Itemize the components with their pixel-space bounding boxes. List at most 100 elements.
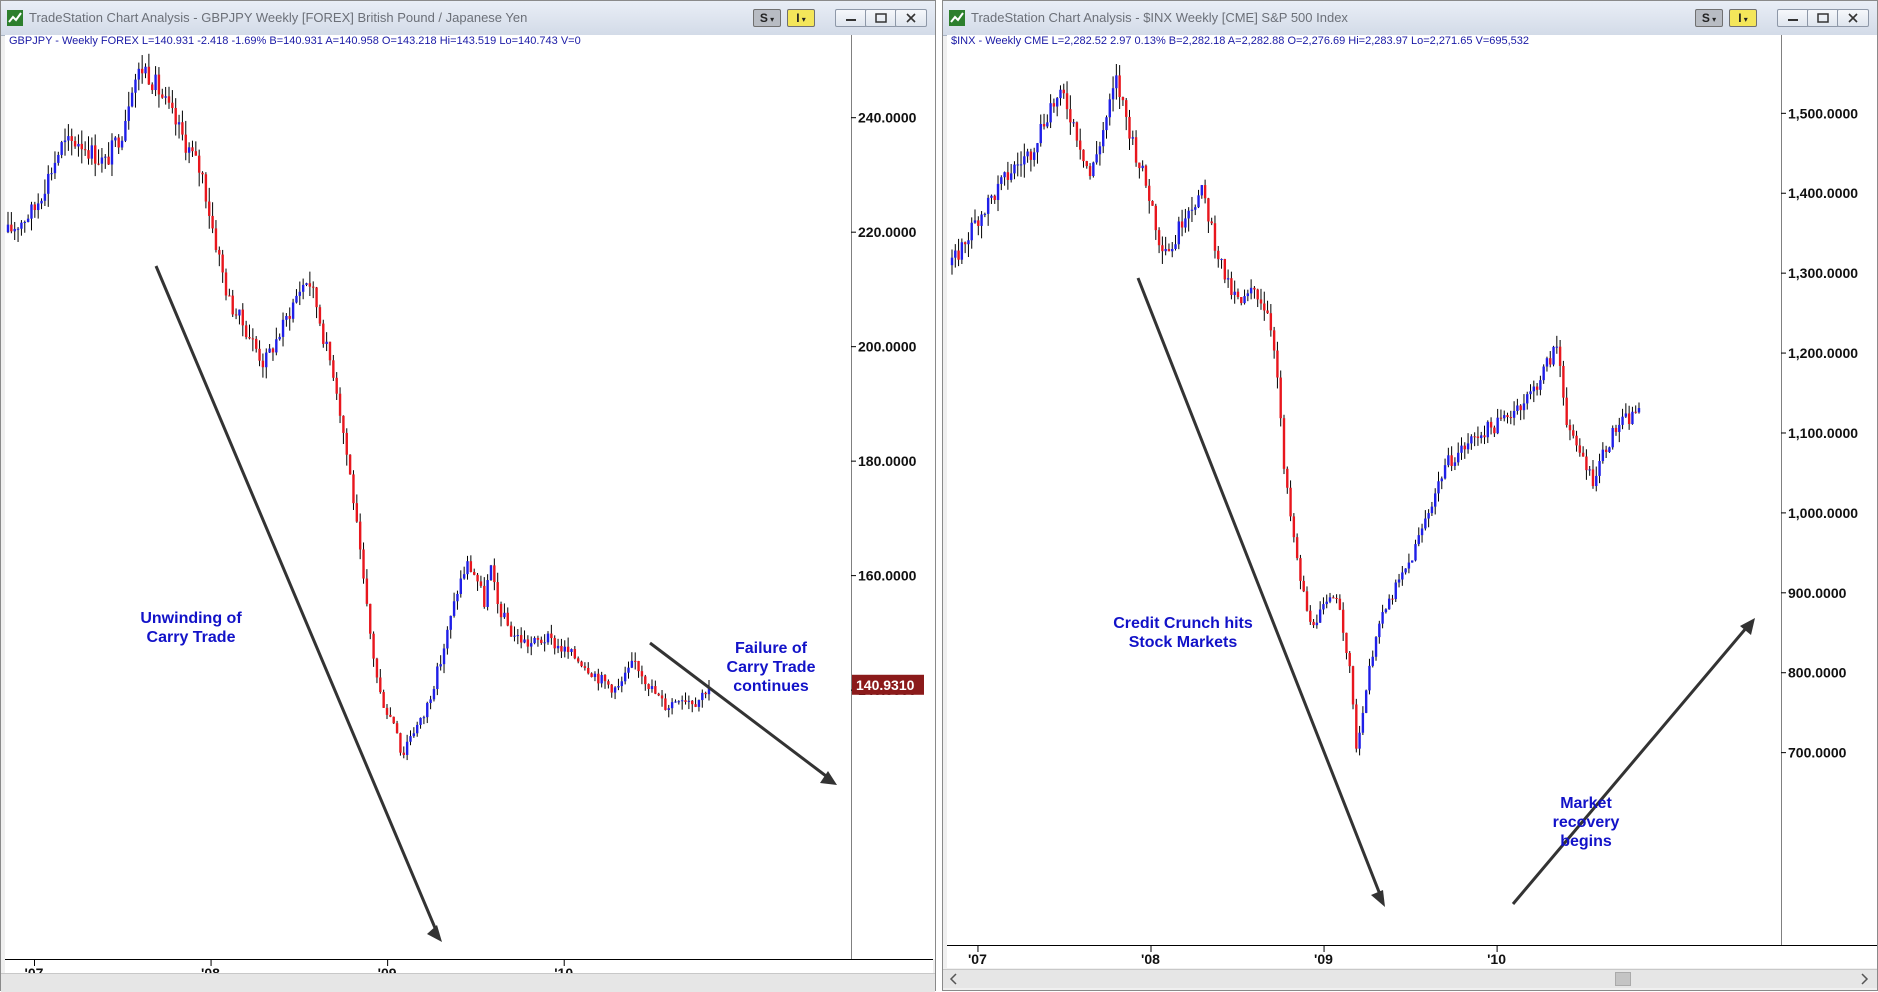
candle [1585,449,1588,480]
price-tick-label: 180.0000 [858,453,917,469]
candle [1207,197,1210,234]
candle [1407,553,1411,574]
time-tick: '07 [968,946,987,967]
candle [449,615,452,639]
price-tick: 700.0000 [1781,745,1847,761]
candle [990,194,993,204]
minimize-button[interactable] [1777,9,1809,27]
scrollbar[interactable] [943,969,1877,988]
time-axis[interactable]: '07 '08 '09 '10 [947,945,1877,968]
candle [171,90,174,114]
price-tick: 1,000.0000 [1781,505,1858,521]
minimize-button[interactable] [835,9,867,27]
candle [1355,698,1358,753]
candle [1105,115,1108,139]
price-tick-label: 1,300.0000 [1788,265,1858,281]
candle [1223,258,1227,284]
close-button[interactable] [895,9,927,27]
candle [442,643,446,674]
candle [63,128,67,156]
scroll-thumb[interactable] [1615,972,1631,986]
scroll-right-icon[interactable] [1855,970,1873,988]
candle [97,149,100,166]
candle [117,134,120,155]
candle [73,136,77,149]
style-button[interactable]: S ▾ [753,9,781,27]
time-tick: '10 [1487,946,1506,967]
candle [1450,446,1453,472]
candle [1483,425,1486,445]
scroll-left-icon[interactable] [945,970,963,988]
annotation-unwinding: Unwinding of Carry Trade [140,610,242,646]
candle [201,171,204,184]
close-button[interactable] [1837,9,1869,27]
price-tick: 1,500.0000 [1781,105,1858,121]
candle [1042,113,1046,130]
candle [1539,375,1542,396]
arrow-credit-crunch-head [1371,890,1385,907]
candle [104,154,107,169]
candle [560,638,563,659]
candle [1023,143,1026,178]
maximize-button[interactable] [1807,9,1839,27]
candle [1522,394,1526,420]
maximize-button[interactable] [865,9,897,27]
candle [385,704,389,720]
candle [1486,420,1489,444]
candle [1404,568,1407,575]
candle [1029,148,1033,172]
candle [1420,523,1424,543]
candle [1115,63,1118,100]
candle [543,634,546,652]
candle [1019,151,1023,177]
candle [1055,97,1059,117]
arrow-unwinding [154,265,440,936]
candle [1348,651,1351,674]
candle [328,341,332,366]
candle [1128,109,1131,150]
candlestick-plot[interactable] [5,35,851,959]
candle [1637,402,1641,414]
candle [120,136,124,151]
candle [1177,216,1181,250]
window-title: TradeStation Chart Analysis - GBPJPY Wee… [29,10,528,25]
candle [1240,297,1243,306]
candle [556,638,560,654]
candle [1463,442,1466,459]
candlestick-plot[interactable] [947,35,1781,945]
price-axis[interactable]: 1,500.0000 1,400.0000 1,300.0000 1,200.0000… [1781,35,1877,945]
indicator-button[interactable]: I ▾ [1729,9,1757,27]
candle [570,648,573,656]
chart-window-inx[interactable]: TradeStation Chart Analysis - $INX Weekl… [942,0,1878,991]
candle [1154,203,1157,240]
window-title: TradeStation Chart Analysis - $INX Weekl… [971,10,1348,25]
candle [563,640,566,658]
price-axis[interactable]: 240.0000 220.0000 200.0000 180.0000 160.0000… [851,35,935,959]
candle [1604,445,1608,459]
chart-window-gbpjpy[interactable]: TradeStation Chart Analysis - GBPJPY Wee… [0,0,936,992]
title-bar[interactable]: TradeStation Chart Analysis - $INX Weekl… [943,1,1877,36]
style-button[interactable]: S ▾ [1695,9,1723,27]
scrollbar[interactable] [1,973,935,992]
arrow-unwinding-head [427,925,442,942]
candle [1397,573,1401,588]
candle [546,631,550,645]
price-tick: 1,100.0000 [1781,425,1858,441]
candle [1210,217,1213,226]
title-bar[interactable]: TradeStation Chart Analysis - GBPJPY Wee… [1,1,935,36]
candle [1345,632,1348,660]
candle [298,281,302,306]
candle [161,88,164,99]
price-tick-label: 1,500.0000 [1788,105,1858,121]
price-tick: 1,300.0000 [1781,265,1858,281]
candle [466,555,469,580]
candle [664,693,667,711]
candle [1062,83,1065,99]
candle [1611,425,1614,450]
candle [167,86,171,109]
candle [1568,419,1572,441]
candle [691,699,694,713]
indicator-button[interactable]: I ▾ [787,9,815,27]
candle [654,680,657,695]
candle [1190,196,1194,223]
